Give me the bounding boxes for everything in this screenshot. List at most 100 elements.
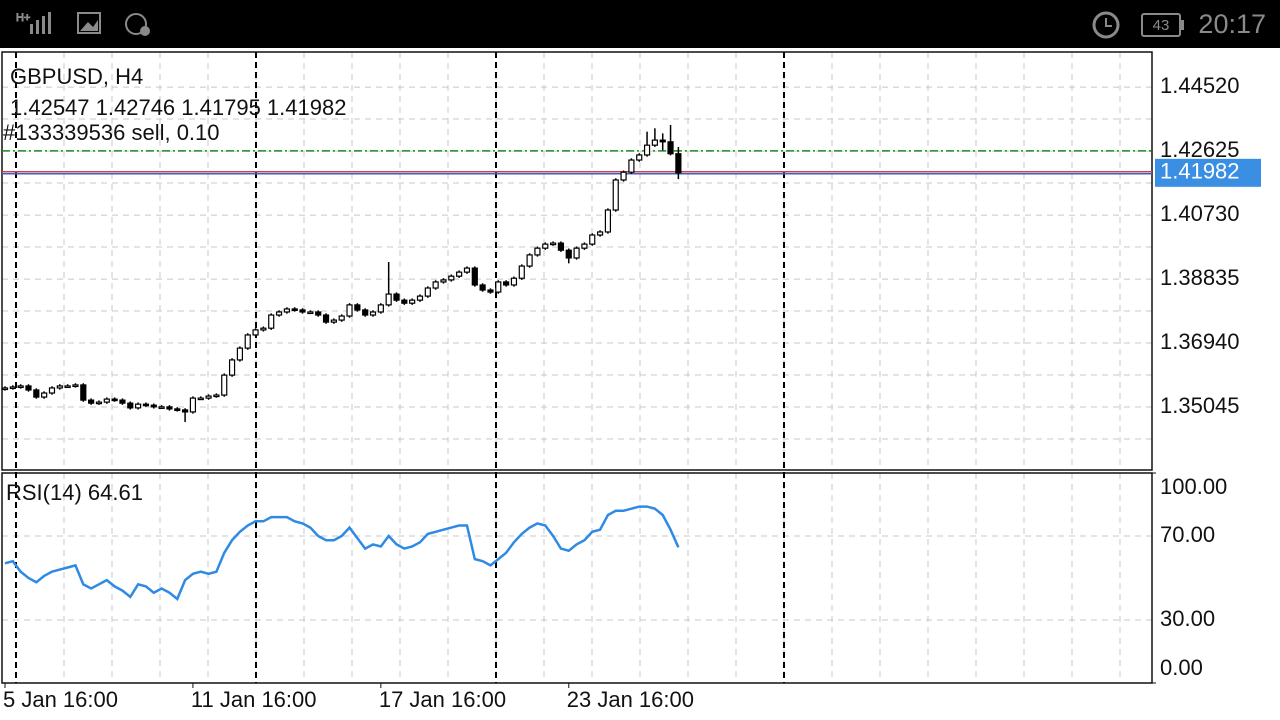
- candle-body: [56, 385, 63, 389]
- y-tick-label: 1.35045: [1160, 393, 1240, 418]
- candle-body: [393, 293, 400, 301]
- price-panel: [1, 51, 1153, 471]
- x-tick-label: 17 Jan 16:00: [379, 687, 506, 712]
- candle-body: [291, 308, 298, 312]
- candle-body: [456, 271, 463, 277]
- status-bar: [0, 0, 1280, 48]
- candle-body: [135, 403, 142, 409]
- candle-body: [495, 281, 502, 293]
- y-tick-label: 30.00: [1160, 606, 1215, 631]
- candle-body: [354, 304, 361, 311]
- candle-body: [33, 389, 40, 398]
- candle-body: [448, 275, 455, 281]
- candle-body: [369, 311, 377, 316]
- candle-body: [557, 242, 565, 251]
- candle-body: [322, 314, 330, 323]
- candle-body: [643, 144, 651, 156]
- grid: [2, 52, 1156, 688]
- candle-body: [432, 281, 439, 289]
- status-icons: H+: [16, 11, 1184, 39]
- order-label: #133339536 sell, 0.10: [3, 120, 220, 145]
- candle-body: [487, 289, 494, 293]
- candle-body: [573, 247, 580, 259]
- candle-body: [17, 385, 24, 389]
- candle-body: [612, 179, 619, 211]
- y-tick-label: 0.00: [1160, 655, 1203, 680]
- candle-body: [542, 243, 549, 249]
- candle-body: [181, 409, 189, 413]
- candle-body: [675, 153, 682, 174]
- candle-body: [41, 392, 48, 398]
- candle-body: [471, 267, 478, 286]
- candle-body: [48, 387, 56, 394]
- bid-label-box: [1155, 158, 1261, 187]
- candle-body: [479, 284, 486, 291]
- candle-body: [581, 243, 588, 249]
- y-tick-label: 1.38835: [1160, 265, 1240, 290]
- candle-body: [1, 387, 9, 391]
- candle-body: [628, 159, 635, 173]
- candle-body: [197, 397, 204, 401]
- y-tick-label: 100.00: [1160, 474, 1227, 499]
- x-tick-label: 23 Jan 16:00: [567, 687, 694, 712]
- rsi-panel: [1, 472, 1153, 684]
- candle-body: [518, 265, 525, 279]
- candle-body: [346, 304, 353, 317]
- candle-body: [385, 293, 392, 306]
- candle-body: [88, 399, 95, 404]
- candle-body: [252, 329, 259, 336]
- marks: [1, 124, 1152, 602]
- candle-body: [25, 385, 32, 391]
- candle-body: [127, 402, 134, 409]
- candle-body: [9, 386, 16, 390]
- candle-body: [667, 141, 674, 155]
- candle-body: [213, 394, 220, 398]
- candle-body: [166, 406, 173, 410]
- candle-body: [236, 347, 243, 361]
- candle-body: [596, 231, 604, 236]
- candle-body: [150, 404, 157, 408]
- candle-body: [401, 299, 408, 304]
- candle-body: [142, 403, 150, 407]
- network-icon: H+: [16, 12, 30, 24]
- candle-body: [111, 398, 118, 402]
- y-tick-label: 1.44520: [1160, 73, 1240, 98]
- candle-body: [409, 299, 416, 304]
- candle-body: [283, 308, 290, 313]
- candle-body: [589, 234, 596, 245]
- x-tick-label: 11 Jan 16:00: [191, 687, 317, 712]
- candle-body: [440, 279, 447, 283]
- rsi-line: [4, 505, 680, 602]
- candle-body: [174, 408, 181, 411]
- symbol-label: GBPUSD, H4: [10, 64, 143, 89]
- candle-body: [604, 209, 612, 233]
- candle-body: [119, 399, 126, 404]
- candle-body: [307, 311, 314, 315]
- candle-body: [189, 397, 197, 413]
- candle-body: [526, 254, 533, 267]
- candle-body: [534, 247, 541, 256]
- y-tick-label: 1.36940: [1160, 329, 1240, 354]
- candle-body: [330, 319, 337, 323]
- candle-body: [362, 309, 369, 316]
- candle-body: [315, 311, 322, 316]
- candle-body: [338, 315, 345, 321]
- candle-body: [275, 311, 283, 316]
- candle-body: [416, 295, 424, 301]
- candle-body: [651, 139, 658, 146]
- candle-body: [103, 398, 110, 403]
- candle-body: [260, 327, 267, 331]
- x-tick-label: 5 Jan 16:00: [3, 687, 118, 712]
- candle-body: [95, 401, 103, 405]
- candle-body: [510, 277, 518, 286]
- candle-body: [424, 287, 431, 297]
- candle-body: [158, 406, 165, 409]
- y-tick-label: 1.42625: [1160, 137, 1240, 162]
- y-tick-label: 70.00: [1160, 522, 1215, 547]
- candle-body: [377, 304, 384, 313]
- candle-body: [205, 395, 212, 399]
- candle-body: [620, 171, 627, 181]
- battery-level: 43: [1153, 17, 1170, 34]
- y-tick-label: 1.40730: [1160, 201, 1240, 226]
